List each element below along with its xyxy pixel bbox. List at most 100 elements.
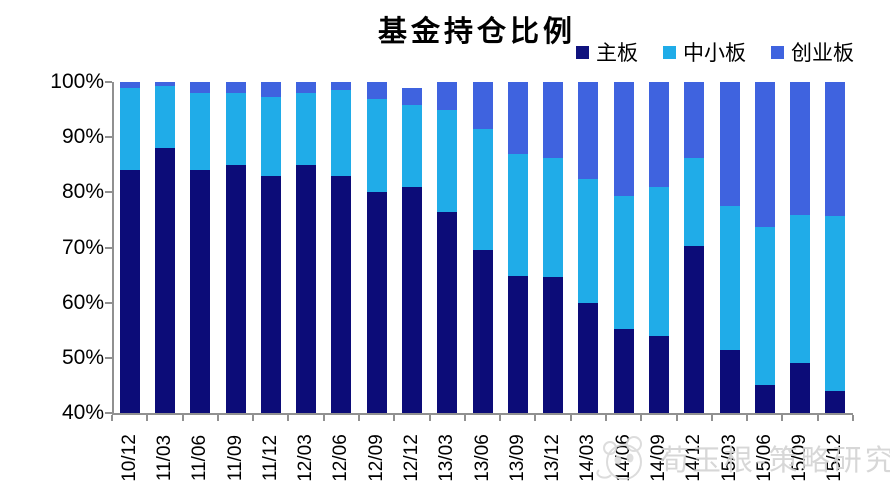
x-axis-tick xyxy=(852,415,854,421)
chart-title: 基金持仓比例 xyxy=(377,14,576,48)
x-axis-label: 13/09 xyxy=(506,434,528,482)
y-axis-tick xyxy=(105,191,112,194)
x-axis-label: 12/12 xyxy=(400,434,422,482)
bar-segment-main-12/09 xyxy=(366,192,387,413)
bar-segment-chinext-11/09 xyxy=(225,82,246,94)
bar-segment-main-12/06 xyxy=(331,175,352,413)
bar-segment-sme-12/12 xyxy=(401,105,422,187)
bar-segment-chinext-11/06 xyxy=(190,82,211,94)
y-axis-label: 50% xyxy=(61,345,104,369)
x-axis-tick xyxy=(640,415,643,421)
y-axis-label: 90% xyxy=(61,125,104,149)
y-axis-label: 80% xyxy=(61,180,104,204)
bar-segment-sme-15/03 xyxy=(719,206,740,350)
y-axis-tick xyxy=(105,356,112,359)
bar-segment-chinext-15/03 xyxy=(719,82,740,207)
legend-label-main-board: 主板 xyxy=(596,41,638,65)
x-axis-label: 15/09 xyxy=(789,434,811,482)
x-axis-tick xyxy=(358,415,360,421)
bar-segment-main-14/09 xyxy=(648,335,669,413)
y-axis-label: 100% xyxy=(50,70,104,93)
bar-segment-chinext-15/12 xyxy=(825,82,846,217)
bar-segment-sme-15/06 xyxy=(754,227,775,386)
x-axis-label: 14/06 xyxy=(612,434,634,482)
bar-segment-main-11/03 xyxy=(154,148,175,413)
legend-swatch-sme-board-icon xyxy=(663,45,676,59)
x-axis-tick xyxy=(322,415,325,421)
x-axis-label: 15/12 xyxy=(824,434,846,482)
y-axis-label: 70% xyxy=(61,235,104,259)
x-axis-tick xyxy=(181,415,184,421)
bar-segment-main-14/06 xyxy=(613,328,634,413)
bar-segment-chinext-13/06 xyxy=(472,82,493,129)
x-axis-label: 13/12 xyxy=(542,434,564,482)
x-axis-tick xyxy=(816,415,819,421)
bar-segment-sme-11/09 xyxy=(225,93,246,165)
x-axis-tick xyxy=(781,415,784,421)
x-axis-tick xyxy=(710,415,713,421)
x-axis-tick xyxy=(675,415,678,421)
bar-segment-sme-12/09 xyxy=(366,98,387,193)
y-axis-tick xyxy=(105,136,112,139)
legend-swatch-chinext-board-icon xyxy=(771,45,784,59)
bar-segment-chinext-14/12 xyxy=(684,82,705,159)
bar-segment-chinext-13/03 xyxy=(437,82,458,110)
legend-label-chinext-board: 创业板 xyxy=(791,41,854,65)
bar-segment-sme-12/03 xyxy=(296,93,317,165)
legend-swatch-main-board-icon xyxy=(576,45,589,59)
bar-segment-sme-13/12 xyxy=(543,158,564,277)
bar-segment-sme-10/12 xyxy=(119,87,140,171)
x-axis-label: 12/06 xyxy=(330,434,352,482)
bar-segment-main-13/09 xyxy=(507,276,528,413)
bar-segment-chinext-15/09 xyxy=(790,82,811,215)
bar-segment-main-11/12 xyxy=(260,175,281,413)
y-axis-tick xyxy=(105,301,112,304)
x-axis-label: 14/12 xyxy=(683,434,705,482)
x-axis-label: 12/03 xyxy=(295,434,317,482)
bar-segment-main-12/12 xyxy=(401,186,422,413)
bar-segment-chinext-11/12 xyxy=(260,82,281,98)
x-axis-label: 12/09 xyxy=(365,434,387,482)
bar-segment-sme-13/03 xyxy=(437,109,458,212)
y-axis-label: 60% xyxy=(61,290,104,314)
bar-segment-chinext-12/09 xyxy=(366,82,387,99)
bar-segment-chinext-11/03 xyxy=(154,82,175,86)
bar-segment-main-15/09 xyxy=(790,363,811,413)
y-axis-tick xyxy=(105,246,112,249)
legend-item-chinext-board: 创业板 xyxy=(771,37,854,67)
bar-segment-chinext-14/03 xyxy=(578,82,599,180)
x-axis-label: 11/09 xyxy=(224,434,246,482)
bar-segment-chinext-13/12 xyxy=(543,82,564,159)
x-axis xyxy=(112,413,853,415)
bar-segment-main-14/12 xyxy=(684,245,705,413)
x-axis-label: 14/03 xyxy=(577,434,599,482)
bar-segment-main-13/06 xyxy=(472,250,493,413)
x-axis-tick xyxy=(252,415,255,421)
x-axis-tick xyxy=(499,415,502,421)
y-axis xyxy=(112,82,114,415)
bar-segment-main-10/12 xyxy=(119,170,140,413)
x-axis-label: 13/03 xyxy=(436,434,458,482)
x-axis-label: 11/03 xyxy=(153,434,175,482)
bar-segment-sme-11/12 xyxy=(260,97,281,176)
x-axis-tick xyxy=(146,415,149,421)
x-axis-label: 13/06 xyxy=(471,434,493,482)
bar-segment-main-14/03 xyxy=(578,302,599,413)
x-axis-tick xyxy=(463,415,466,421)
legend-item-main-board: 主板 xyxy=(576,37,638,67)
y-axis-tick xyxy=(105,81,112,83)
bar-segment-sme-13/09 xyxy=(507,153,528,277)
bar-segment-sme-12/06 xyxy=(331,90,352,176)
bar-segment-main-12/03 xyxy=(296,164,317,413)
legend-label-sme-board: 中小板 xyxy=(683,41,746,65)
bar-segment-main-11/09 xyxy=(225,164,246,413)
bar-segment-main-15/06 xyxy=(754,385,775,413)
bar-segment-sme-15/09 xyxy=(790,214,811,364)
bar-segment-chinext-10/12 xyxy=(119,82,140,88)
bar-segment-sme-11/03 xyxy=(154,85,175,149)
bar-segment-chinext-13/09 xyxy=(507,82,528,154)
bar-segment-sme-15/12 xyxy=(825,216,846,391)
legend-item-sme-board: 中小板 xyxy=(663,37,746,67)
